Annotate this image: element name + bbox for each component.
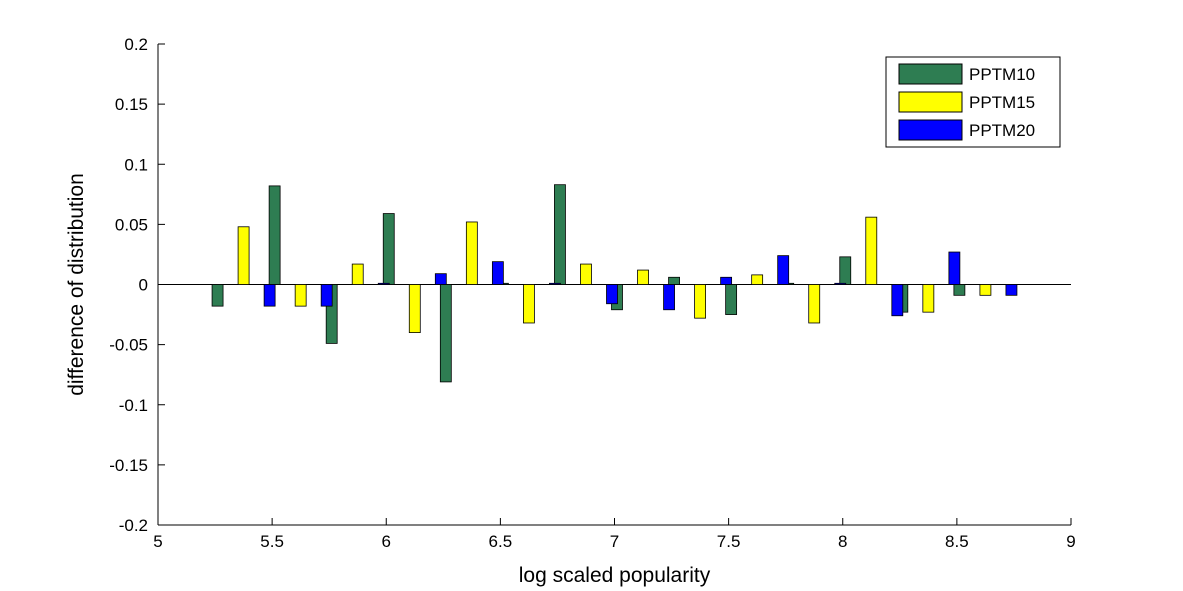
y-tick-label: 0.15: [115, 95, 148, 114]
x-tick-label: 8.5: [945, 532, 969, 551]
bar: [377, 282, 390, 285]
bar: [865, 216, 878, 285]
bar: [263, 284, 276, 307]
x-axis: 5 5.5 6 6.5 7 7.5 8 8.5 9: [153, 518, 1076, 551]
bar: [948, 251, 961, 285]
bar: [523, 284, 535, 324]
bar: [554, 184, 566, 285]
y-tick-label: -0.2: [119, 516, 148, 535]
legend-swatch: [898, 91, 963, 113]
bar: [439, 284, 452, 383]
y-tick-label: 0: [139, 276, 148, 295]
bar: [491, 261, 504, 285]
bar: [668, 276, 680, 285]
bar: [891, 284, 904, 317]
bar: [580, 263, 592, 285]
y-tick-label: -0.1: [119, 396, 148, 415]
bar: [434, 273, 447, 285]
bar: [839, 256, 852, 285]
x-axis-title: log scaled popularity: [519, 564, 711, 587]
bar: [637, 269, 649, 285]
bar: [408, 284, 421, 333]
bar: [720, 276, 733, 285]
bar: [751, 274, 764, 285]
x-tick-label: 5: [153, 532, 162, 551]
x-tick-label: 7: [610, 532, 619, 551]
bar: [606, 284, 618, 305]
y-axis-title: difference of distribution: [65, 173, 88, 396]
y-tick-label: -0.15: [109, 456, 148, 475]
y-tick-label: 0.05: [115, 215, 148, 234]
series-PPTM15: [237, 216, 992, 333]
bar: [694, 284, 706, 319]
legend-label: PPTM10: [969, 65, 1035, 84]
bar: [294, 284, 307, 307]
bar: [237, 226, 250, 285]
legend-item: PPTM15: [898, 91, 1035, 113]
bar: [382, 213, 395, 285]
bar: [979, 284, 992, 296]
bars-group: [211, 184, 1018, 383]
x-tick-label: 6.5: [489, 532, 513, 551]
bar: [268, 185, 281, 285]
bar: [663, 284, 675, 311]
bar: [834, 282, 847, 285]
bar: [320, 284, 333, 307]
legend-item: PPTM10: [898, 63, 1035, 85]
legend-swatch: [898, 63, 963, 85]
bar: [351, 263, 364, 285]
bar: [808, 284, 821, 324]
legend: PPTM10 PPTM15 PPTM20: [885, 56, 1061, 148]
bar: [725, 284, 738, 315]
x-tick-label: 6: [382, 532, 391, 551]
y-tick-label: -0.05: [109, 336, 148, 355]
y-axis: -0.2 -0.15 -0.1 -0.05 0 0.05 0.1 0.15 0.2: [109, 35, 165, 535]
x-tick-label: 8: [838, 532, 847, 551]
legend-label: PPTM15: [969, 93, 1035, 112]
bar: [211, 284, 224, 307]
x-tick-label: 5.5: [260, 532, 284, 551]
legend-label: PPTM20: [969, 121, 1035, 140]
legend-swatch: [898, 119, 963, 141]
y-tick-label: 0.1: [124, 155, 148, 174]
series-PPTM20: [263, 251, 1018, 317]
x-tick-label: 9: [1066, 532, 1075, 551]
bar: [549, 282, 561, 285]
y-tick-label: 0.2: [124, 35, 148, 54]
bar: [777, 255, 790, 285]
bar: [953, 284, 966, 296]
bar: [465, 221, 478, 285]
bar: [922, 284, 935, 313]
legend-item: PPTM20: [898, 119, 1035, 141]
bar: [1005, 284, 1018, 296]
x-tick-label: 7.5: [717, 532, 741, 551]
